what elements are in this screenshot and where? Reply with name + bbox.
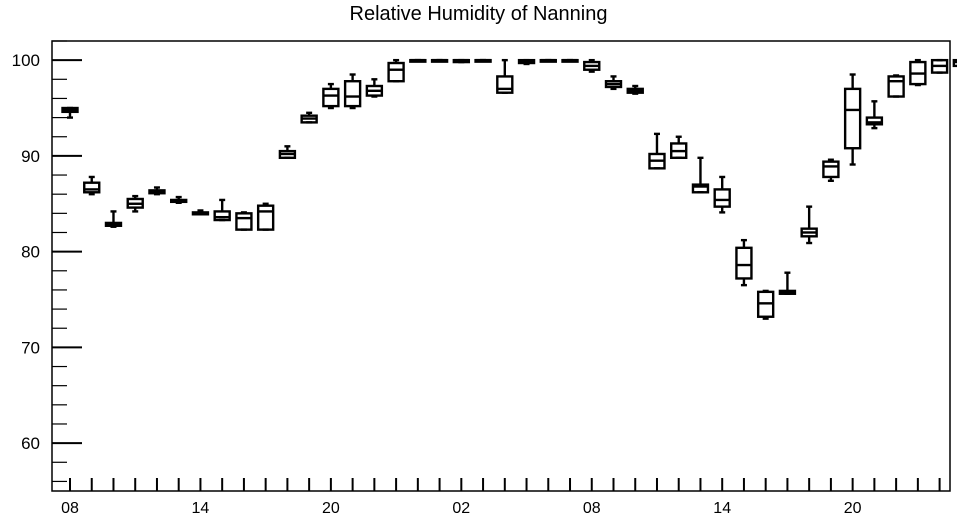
box-plot [148, 186, 166, 196]
box-plot [83, 175, 101, 196]
box-plot [474, 58, 492, 63]
chart-title: Relative Humidity of Nanning [349, 3, 608, 25]
box-iqr [496, 75, 514, 94]
y-tick-label: 60 [21, 434, 40, 453]
box-plot [104, 210, 123, 228]
x-tick-label: 20 [844, 500, 862, 517]
box-plot [256, 202, 275, 231]
box-plot [583, 58, 601, 73]
box-plot [322, 82, 340, 110]
box-iqr [387, 61, 405, 83]
box-plot [365, 78, 384, 98]
x-tick-label: 14 [713, 500, 731, 517]
box-plot [561, 58, 579, 63]
y-tick-label: 90 [21, 147, 40, 166]
y-tick-label: 70 [21, 338, 40, 357]
x-tick-label: 02 [452, 500, 470, 517]
box-iqr [83, 181, 101, 194]
box-iqr [691, 183, 710, 194]
box-plot [496, 58, 514, 94]
box-iqr [343, 80, 362, 108]
box-plot [691, 156, 710, 194]
box-plot [735, 238, 753, 287]
box-plot [800, 205, 818, 245]
x-tick-label: 08 [61, 500, 79, 517]
x-tick-label: 08 [583, 500, 601, 517]
box-iqr [322, 87, 340, 108]
box-iqr [822, 160, 840, 179]
box-plot [387, 58, 405, 83]
box-plot [822, 158, 840, 182]
box-series [61, 58, 957, 320]
box-plot [909, 58, 927, 87]
box-plot [648, 132, 666, 170]
box-plot [235, 211, 253, 231]
box-plot [604, 75, 623, 91]
box-iqr [865, 116, 884, 126]
box-plot [952, 58, 957, 68]
box-plot [343, 73, 362, 110]
box-iqr [213, 210, 231, 222]
box-plot [191, 209, 210, 216]
y-tick-label: 100 [12, 51, 40, 70]
box-plot [756, 289, 775, 320]
box-plot [430, 58, 449, 63]
box-iqr [256, 204, 275, 231]
box-plot [278, 145, 297, 160]
x-tick-label: 20 [322, 500, 340, 517]
box-plot [169, 195, 188, 205]
box-plot [300, 111, 318, 124]
box-plot [126, 194, 144, 213]
box-plot [409, 58, 427, 63]
box-iqr [887, 75, 905, 98]
box-plot [843, 73, 862, 166]
box-plot [713, 175, 731, 214]
box-plot [778, 271, 797, 295]
plot-frame [51, 40, 951, 492]
box-plot [626, 84, 644, 95]
y-tick-label: 80 [21, 243, 40, 262]
box-iqr [235, 212, 253, 231]
box-iqr [735, 246, 753, 280]
x-axis: 081420020814200208 [61, 478, 941, 517]
box-iqr [713, 188, 731, 208]
box-plot [539, 58, 557, 63]
box-plot [865, 100, 884, 130]
y-axis: 60 70 80 90 100 [12, 40, 82, 483]
box-plot [670, 135, 688, 160]
box-iqr [843, 87, 862, 150]
box-plot [517, 58, 536, 66]
box-plot [452, 58, 471, 64]
x-tick-label: 14 [192, 500, 210, 517]
box-plot [930, 58, 949, 74]
box-plot [887, 74, 905, 98]
box-plot [61, 106, 79, 119]
box-plot [213, 198, 231, 222]
